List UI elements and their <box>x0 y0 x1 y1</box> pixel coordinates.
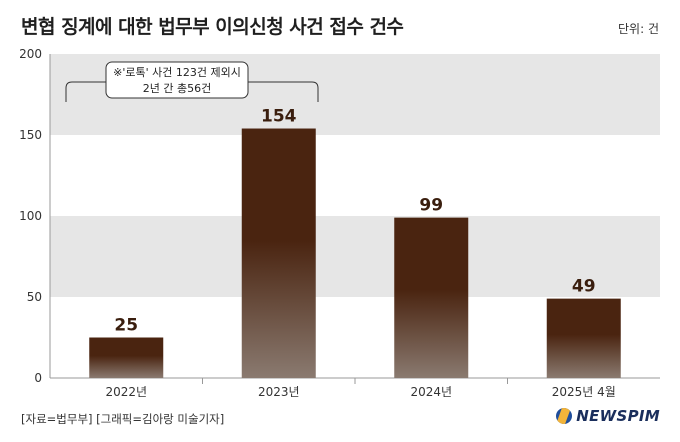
chart-title: 변협 징계에 대한 법무부 이의신청 사건 접수 건수 <box>21 16 404 38</box>
grid-band <box>50 216 660 297</box>
annotation-line2: 2년 간 총56건 <box>143 82 211 95</box>
x-tick-label: 2024년 <box>410 385 452 399</box>
newspim-logo: NEWSPIM <box>556 407 660 425</box>
annotation-box <box>105 61 249 99</box>
x-tick-label: 2025년 4월 <box>552 385 616 399</box>
x-tick-label: 2023년 <box>258 385 300 399</box>
bar-value-label: 154 <box>261 107 297 127</box>
unit-label: 단위: 건 <box>618 22 659 36</box>
bar-value-label: 99 <box>419 196 443 216</box>
x-tick-label: 2022년 <box>105 385 147 399</box>
bar <box>546 298 621 378</box>
y-tick-label: 200 <box>19 47 42 61</box>
newspim-logo-text: NEWSPIM <box>576 407 660 425</box>
y-tick-label: 0 <box>34 371 42 385</box>
bar <box>241 128 316 378</box>
annotation: ※'로톡' 사건 123건 제외시 2년 간 총56건 <box>65 61 319 102</box>
bar <box>89 337 164 378</box>
y-tick-label: 100 <box>19 209 42 223</box>
bar-value-label: 25 <box>114 316 138 336</box>
bar <box>394 217 469 378</box>
y-tick-label: 150 <box>19 128 42 142</box>
source-credit: [자료=법무부] [그래픽=김아랑 미술기자] <box>21 412 225 426</box>
bar-value-label: 49 <box>572 277 596 297</box>
annotation-line1: ※'로톡' 사건 123건 제외시 <box>113 66 241 79</box>
newspim-logo-icon <box>556 408 573 424</box>
y-tick-label: 50 <box>27 290 42 304</box>
